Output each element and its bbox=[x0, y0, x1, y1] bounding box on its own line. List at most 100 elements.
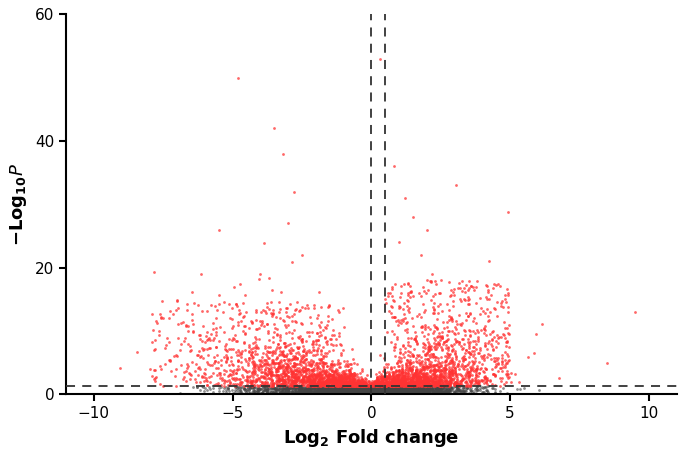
Point bbox=[414, 389, 425, 396]
Point bbox=[342, 387, 353, 394]
Point bbox=[365, 389, 376, 397]
Point bbox=[356, 385, 367, 392]
Point bbox=[327, 358, 338, 365]
Point bbox=[362, 389, 373, 396]
Point bbox=[485, 331, 496, 338]
Point bbox=[362, 389, 373, 396]
Point bbox=[357, 387, 368, 394]
Point bbox=[372, 388, 383, 395]
Point bbox=[364, 383, 375, 391]
Point bbox=[327, 388, 338, 395]
Point bbox=[321, 379, 332, 386]
Point bbox=[429, 368, 440, 376]
Point bbox=[291, 361, 302, 368]
Point bbox=[380, 385, 391, 392]
Point bbox=[440, 380, 451, 387]
Point bbox=[292, 345, 303, 352]
Point bbox=[370, 391, 381, 398]
Point bbox=[376, 389, 387, 397]
Point bbox=[269, 384, 280, 392]
Point bbox=[400, 378, 411, 386]
Point bbox=[406, 388, 416, 396]
Point bbox=[348, 384, 359, 392]
Point bbox=[372, 388, 383, 395]
Point bbox=[346, 384, 357, 391]
Point bbox=[330, 375, 341, 382]
Point bbox=[468, 328, 479, 335]
Point bbox=[420, 341, 431, 349]
Point bbox=[349, 388, 360, 395]
Point bbox=[372, 388, 383, 395]
Point bbox=[247, 381, 258, 388]
Point bbox=[366, 388, 377, 395]
Point bbox=[360, 387, 371, 394]
Point bbox=[258, 373, 269, 381]
Point bbox=[417, 384, 428, 391]
Point bbox=[204, 345, 215, 352]
Point bbox=[364, 387, 375, 394]
Point bbox=[356, 388, 366, 395]
Point bbox=[434, 359, 445, 366]
Point bbox=[379, 386, 390, 393]
Point bbox=[401, 388, 412, 395]
Point bbox=[354, 380, 365, 388]
Point bbox=[347, 382, 358, 389]
Point bbox=[432, 384, 443, 392]
Point bbox=[354, 388, 365, 395]
Point bbox=[489, 372, 500, 379]
Point bbox=[228, 375, 239, 382]
Point bbox=[370, 387, 381, 394]
Point bbox=[422, 377, 433, 384]
Point bbox=[422, 375, 433, 382]
Point bbox=[424, 372, 435, 380]
Point bbox=[495, 382, 506, 389]
Point bbox=[357, 387, 368, 394]
Point bbox=[402, 372, 413, 380]
Point bbox=[396, 385, 407, 392]
Point bbox=[360, 383, 371, 390]
Point bbox=[353, 383, 364, 391]
Point bbox=[371, 388, 382, 395]
Point bbox=[315, 386, 326, 393]
Point bbox=[320, 387, 331, 394]
Point bbox=[305, 386, 316, 393]
Point bbox=[380, 376, 391, 383]
Point bbox=[242, 385, 253, 392]
Point bbox=[363, 389, 374, 396]
Point bbox=[349, 389, 360, 397]
Point bbox=[253, 385, 264, 392]
Point bbox=[354, 384, 365, 392]
Point bbox=[414, 388, 425, 395]
Point bbox=[377, 389, 388, 396]
Point bbox=[366, 388, 377, 395]
Point bbox=[365, 387, 376, 394]
Point bbox=[377, 388, 388, 395]
Point bbox=[443, 378, 453, 386]
Point bbox=[222, 385, 233, 392]
Point bbox=[378, 390, 389, 398]
Point bbox=[258, 306, 269, 314]
Point bbox=[394, 388, 405, 395]
Point bbox=[319, 379, 330, 387]
Point bbox=[345, 389, 356, 397]
Point bbox=[390, 378, 401, 386]
Point bbox=[251, 361, 262, 368]
Point bbox=[395, 385, 406, 393]
Point bbox=[381, 389, 392, 396]
Point bbox=[302, 383, 313, 390]
Point bbox=[354, 381, 365, 388]
Point bbox=[312, 377, 323, 385]
Point bbox=[275, 356, 286, 364]
Point bbox=[358, 387, 369, 394]
Point bbox=[277, 390, 288, 398]
Point bbox=[422, 338, 433, 345]
Point bbox=[343, 383, 354, 390]
Point bbox=[412, 383, 423, 391]
Point bbox=[485, 291, 496, 298]
Point bbox=[413, 372, 424, 379]
Point bbox=[288, 390, 299, 397]
Point bbox=[425, 377, 436, 384]
Point bbox=[474, 386, 485, 393]
Point bbox=[392, 390, 403, 397]
Point bbox=[416, 322, 427, 329]
